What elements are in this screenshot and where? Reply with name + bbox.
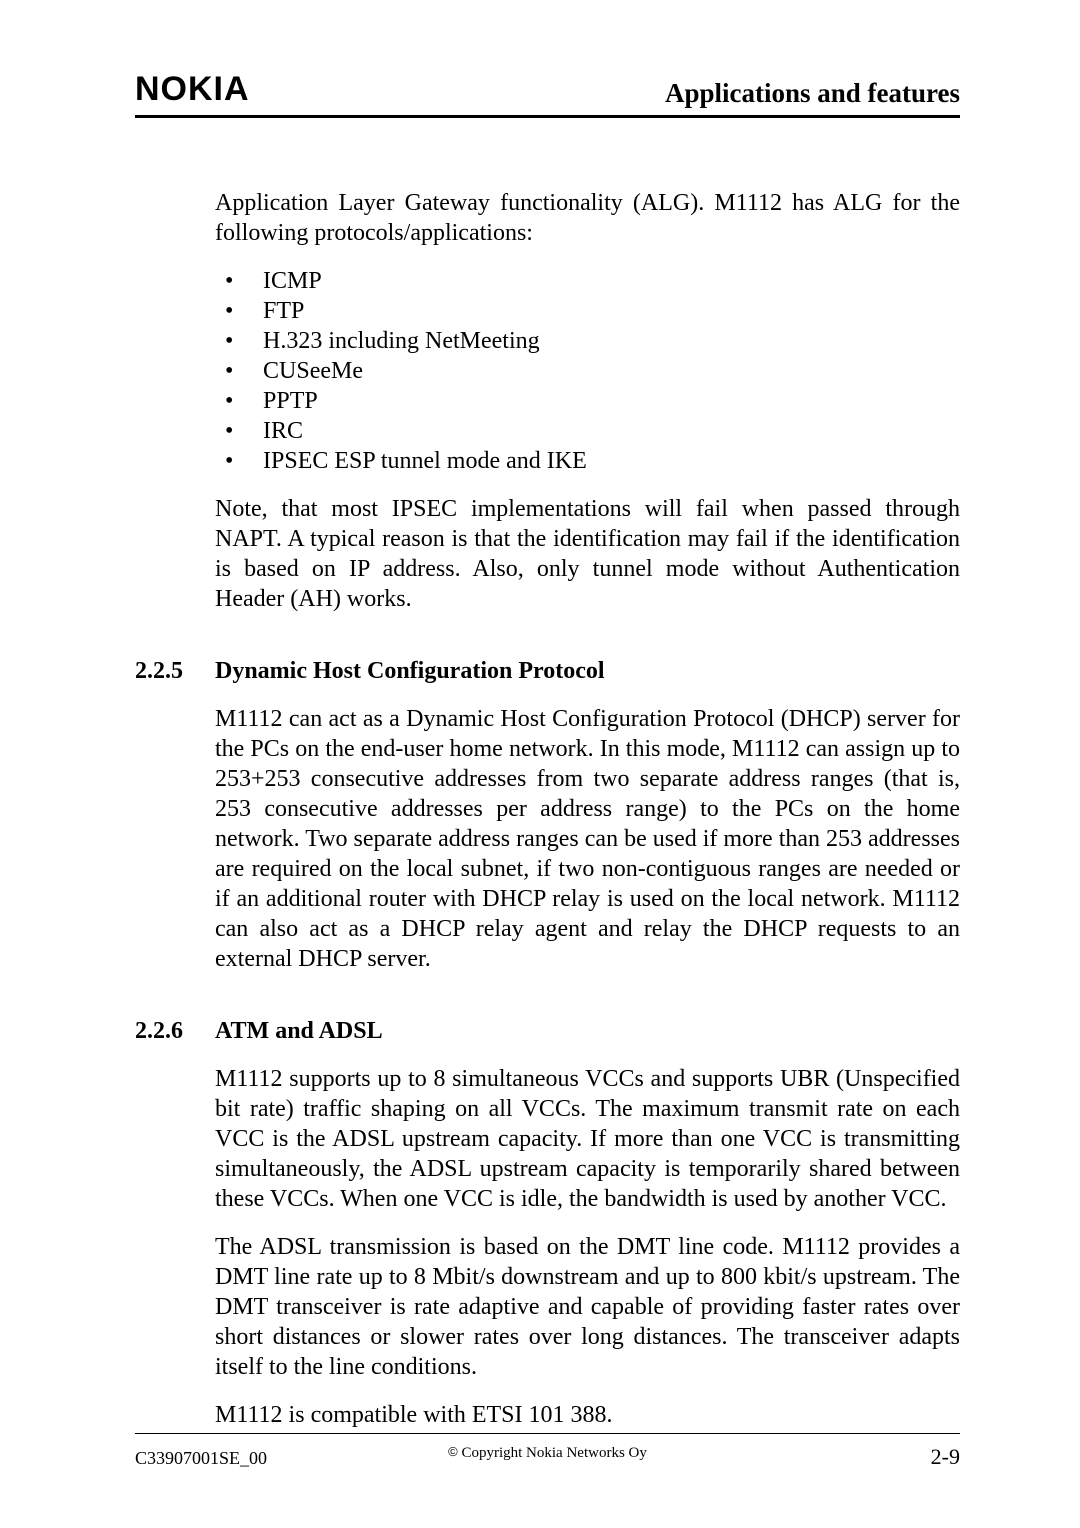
section-paragraph: M1112 supports up to 8 simultaneous VCCs… [215, 1064, 960, 1214]
page: NOKIA Applications and features Applicat… [0, 0, 1080, 1528]
section-title: Dynamic Host Configuration Protocol [215, 656, 605, 686]
section-paragraph: M1112 is compatible with ETSI 101 388. [215, 1400, 960, 1430]
section-heading: 2.2.5 Dynamic Host Configuration Protoco… [135, 656, 960, 686]
list-item: IRC [215, 416, 960, 446]
list-item: FTP [215, 296, 960, 326]
list-item: CUSeeMe [215, 356, 960, 386]
header-title: Applications and features [665, 78, 960, 109]
footer-page-number: 2-9 [931, 1444, 960, 1470]
intro-paragraph: Application Layer Gateway functionality … [215, 188, 960, 248]
list-item: H.323 including NetMeeting [215, 326, 960, 356]
section-number: 2.2.6 [135, 1016, 215, 1046]
list-item: ICMP [215, 266, 960, 296]
section-paragraph: The ADSL transmission is based on the DM… [215, 1232, 960, 1382]
nokia-logo: NOKIA [135, 70, 250, 109]
section-paragraph: M1112 can act as a Dynamic Host Configur… [215, 704, 960, 974]
section-title: ATM and ADSL [215, 1016, 383, 1046]
note-paragraph: Note, that most IPSEC implementations wi… [215, 494, 960, 614]
footer-copyright-text: Copyright Nokia Networks Oy [458, 1445, 647, 1461]
section-heading: 2.2.6 ATM and ADSL [135, 1016, 960, 1046]
protocol-list: ICMP FTP H.323 including NetMeeting CUSe… [215, 266, 960, 476]
page-header: NOKIA Applications and features [135, 70, 960, 118]
footer-doc-id: C33907001SE_00 [135, 1448, 267, 1469]
list-item: IPSEC ESP tunnel mode and IKE [215, 446, 960, 476]
list-item: PPTP [215, 386, 960, 416]
content-body: Application Layer Gateway functionality … [215, 188, 960, 1430]
section-number: 2.2.5 [135, 656, 215, 686]
page-footer: C33907001SE_00 © Copyright Nokia Network… [135, 1433, 960, 1470]
